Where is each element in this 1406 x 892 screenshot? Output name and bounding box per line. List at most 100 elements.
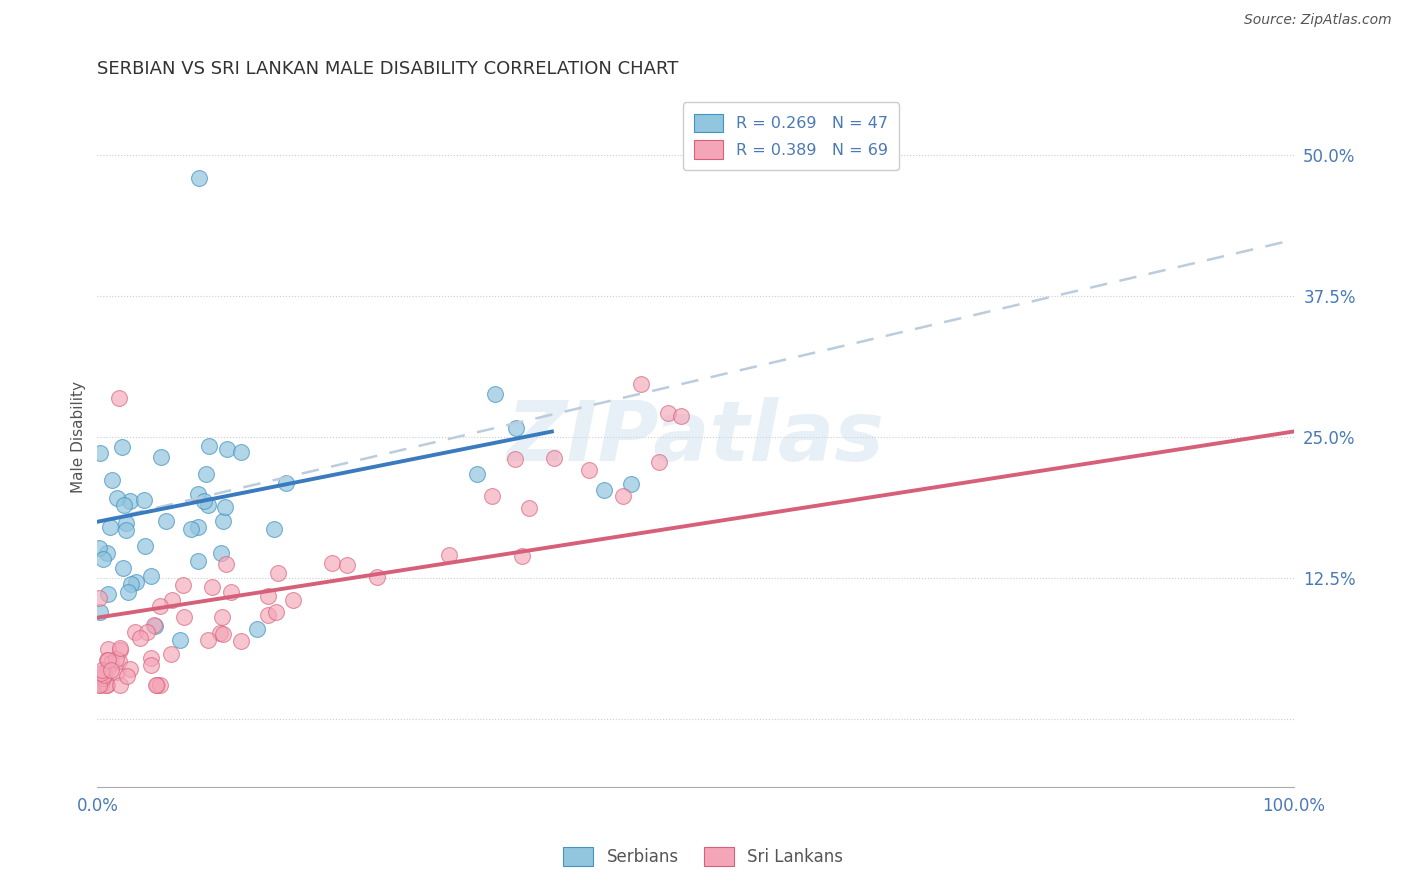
Point bbox=[187, 487, 209, 501]
Point bbox=[484, 387, 506, 401]
Point bbox=[195, 467, 218, 482]
Point bbox=[135, 625, 157, 640]
Point bbox=[180, 522, 202, 536]
Point bbox=[145, 619, 167, 633]
Point bbox=[87, 677, 110, 691]
Point bbox=[111, 560, 134, 574]
Text: SERBIAN VS SRI LANKAN MALE DISABILITY CORRELATION CHART: SERBIAN VS SRI LANKAN MALE DISABILITY CO… bbox=[97, 60, 679, 78]
Point bbox=[90, 665, 112, 680]
Point bbox=[87, 678, 110, 692]
Point bbox=[229, 633, 252, 648]
Point bbox=[159, 648, 181, 662]
Point bbox=[108, 391, 131, 405]
Point bbox=[543, 450, 565, 465]
Point bbox=[141, 569, 163, 583]
Point bbox=[145, 678, 167, 692]
Point bbox=[201, 580, 224, 594]
Point bbox=[100, 663, 122, 677]
Point bbox=[264, 605, 287, 619]
Point bbox=[142, 617, 165, 632]
Point bbox=[100, 473, 122, 487]
Point bbox=[620, 477, 643, 491]
Point bbox=[107, 491, 129, 505]
Point bbox=[437, 548, 460, 562]
Point bbox=[115, 669, 138, 683]
Point bbox=[217, 442, 239, 457]
Point bbox=[281, 593, 304, 607]
Point bbox=[630, 376, 652, 391]
Point bbox=[110, 440, 132, 454]
Point bbox=[100, 520, 122, 534]
Point bbox=[198, 439, 221, 453]
Point bbox=[96, 546, 118, 560]
Point bbox=[187, 554, 209, 568]
Point bbox=[97, 653, 120, 667]
Point bbox=[229, 444, 252, 458]
Point bbox=[214, 500, 236, 515]
Point bbox=[129, 632, 152, 646]
Point bbox=[90, 678, 112, 692]
Point bbox=[91, 670, 114, 684]
Point bbox=[263, 522, 285, 536]
Point bbox=[214, 557, 236, 571]
Point bbox=[267, 566, 290, 580]
Point bbox=[503, 451, 526, 466]
Point bbox=[110, 678, 132, 692]
Point bbox=[173, 609, 195, 624]
Point bbox=[96, 653, 118, 667]
Point bbox=[211, 610, 233, 624]
Point bbox=[648, 455, 671, 469]
Point bbox=[612, 489, 634, 503]
Point bbox=[274, 475, 297, 490]
Point bbox=[100, 656, 122, 670]
Point bbox=[89, 446, 111, 460]
Text: Source: ZipAtlas.com: Source: ZipAtlas.com bbox=[1244, 13, 1392, 28]
Point bbox=[366, 570, 388, 584]
Point bbox=[134, 539, 156, 553]
Point bbox=[465, 467, 488, 482]
Point bbox=[108, 643, 131, 657]
Point bbox=[481, 489, 503, 503]
Point bbox=[512, 549, 534, 563]
Point bbox=[208, 625, 231, 640]
Point bbox=[149, 678, 172, 692]
Point bbox=[321, 556, 343, 570]
Point bbox=[671, 409, 693, 424]
Point bbox=[115, 523, 138, 537]
Point bbox=[97, 587, 120, 601]
Point bbox=[657, 406, 679, 420]
Point bbox=[115, 516, 138, 530]
Point bbox=[94, 678, 117, 692]
Text: ZIPatlas: ZIPatlas bbox=[506, 397, 884, 477]
Point bbox=[172, 577, 194, 591]
Point bbox=[246, 622, 269, 636]
Point bbox=[592, 483, 614, 497]
Point bbox=[197, 633, 219, 648]
Point bbox=[90, 663, 112, 677]
Point bbox=[120, 577, 142, 591]
Point bbox=[87, 541, 110, 556]
Point bbox=[97, 642, 120, 657]
Point bbox=[117, 585, 139, 599]
Legend: R = 0.269   N = 47, R = 0.389   N = 69: R = 0.269 N = 47, R = 0.389 N = 69 bbox=[683, 103, 898, 169]
Point bbox=[107, 654, 129, 668]
Point bbox=[256, 608, 278, 623]
Point bbox=[105, 652, 128, 666]
Point bbox=[578, 463, 600, 477]
Point bbox=[139, 658, 162, 673]
Point bbox=[96, 678, 118, 692]
Point bbox=[187, 520, 209, 534]
Point bbox=[155, 514, 177, 528]
Point bbox=[197, 499, 219, 513]
Point bbox=[188, 170, 211, 185]
Point bbox=[89, 605, 111, 619]
Point bbox=[169, 633, 191, 648]
Point bbox=[257, 589, 280, 603]
Point bbox=[146, 678, 169, 692]
Point bbox=[93, 665, 115, 680]
Point bbox=[93, 667, 115, 681]
Point bbox=[105, 665, 128, 679]
Point bbox=[149, 599, 172, 613]
Point bbox=[112, 498, 135, 512]
Point bbox=[149, 450, 172, 464]
